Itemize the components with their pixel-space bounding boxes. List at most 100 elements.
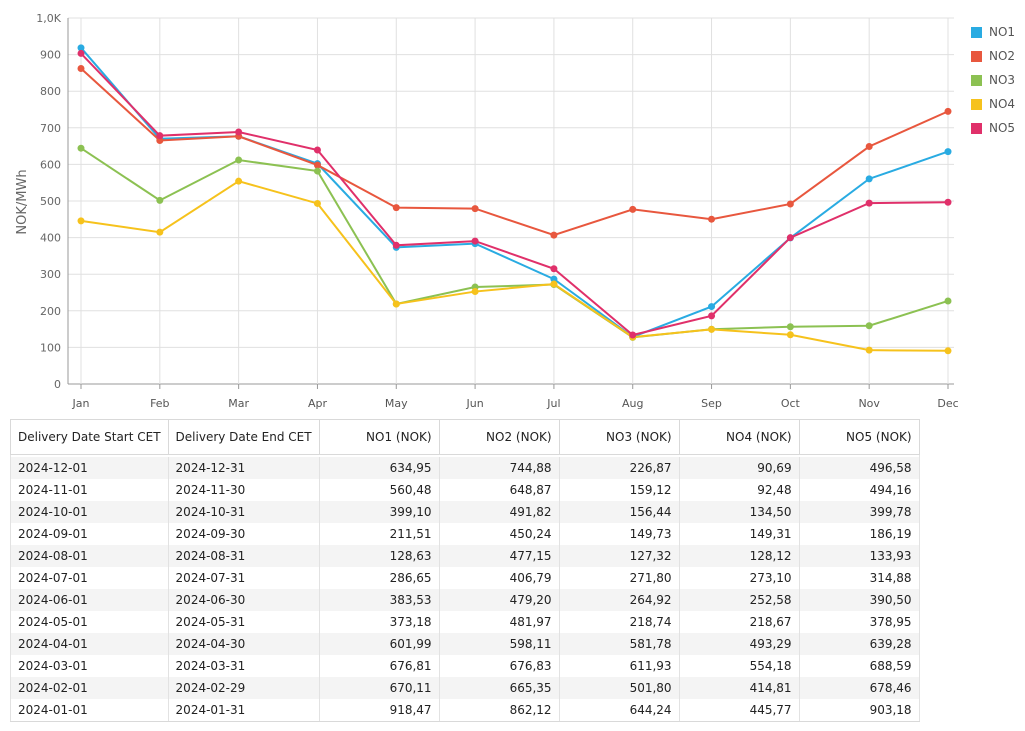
data-point[interactable]: [629, 205, 637, 213]
table-row[interactable]: 2024-11-01 2024-11-30 560,48 648,87 159,12 92…: [10, 479, 920, 501]
table-cell: 383,53: [318, 589, 440, 611]
data-point[interactable]: [235, 156, 243, 164]
table-cell: 494,16: [798, 479, 920, 501]
series-line-no4[interactable]: [80, 180, 949, 352]
data-point[interactable]: [708, 325, 716, 333]
data-point[interactable]: [708, 312, 716, 320]
table-cell: 688,59: [798, 655, 920, 677]
data-point[interactable]: [550, 280, 558, 288]
table-cell: 399,78: [798, 501, 920, 523]
table-row[interactable]: 2024-08-01 2024-08-31 128,63 477,15 127,32 12…: [10, 545, 920, 567]
x-tick-label: Mar: [228, 397, 249, 410]
data-point[interactable]: [313, 146, 321, 154]
data-point[interactable]: [77, 144, 85, 152]
data-point[interactable]: [471, 205, 479, 213]
table-cell: 2024-09-30: [167, 523, 320, 545]
chart-legend[interactable]: NO1 NO2 NO3 NO4 NO5: [971, 20, 1015, 140]
data-point[interactable]: [77, 64, 85, 72]
table-cell: 2024-11-01: [10, 479, 169, 501]
legend-label: NO3: [989, 73, 1016, 87]
data-point[interactable]: [156, 228, 164, 236]
table-row[interactable]: 2024-07-01 2024-07-31 286,65 406,79 271,80 27…: [10, 567, 920, 589]
data-point[interactable]: [313, 167, 321, 175]
table-row[interactable]: 2024-10-01 2024-10-31 399,10 491,82 156,44 13…: [10, 501, 920, 523]
column-header-end-date[interactable]: Delivery Date End CET: [167, 419, 320, 455]
data-point[interactable]: [708, 215, 716, 223]
data-point[interactable]: [944, 107, 952, 115]
y-tick-label: 900: [40, 49, 61, 62]
table-row[interactable]: 2024-04-01 2024-04-30 601,99 598,11 581,78 49…: [10, 633, 920, 655]
data-point[interactable]: [471, 288, 479, 296]
series-line-no5[interactable]: [80, 52, 949, 337]
data-point[interactable]: [392, 241, 400, 249]
data-point[interactable]: [865, 175, 873, 183]
data-point[interactable]: [77, 49, 85, 57]
table-row[interactable]: 2024-05-01 2024-05-31 373,18 481,97 218,74 21…: [10, 611, 920, 633]
data-point[interactable]: [786, 200, 794, 208]
data-point[interactable]: [471, 237, 479, 245]
table-row[interactable]: 2024-02-01 2024-02-29 670,11 665,35 501,80 41…: [10, 677, 920, 699]
series-line-no2[interactable]: [80, 67, 949, 237]
table-row[interactable]: 2024-03-01 2024-03-31 676,81 676,83 611,93 55…: [10, 655, 920, 677]
legend-item-no2[interactable]: NO2: [971, 44, 1015, 68]
data-point[interactable]: [865, 346, 873, 354]
data-point[interactable]: [156, 196, 164, 204]
data-point[interactable]: [392, 204, 400, 212]
table-cell: 479,20: [438, 589, 560, 611]
legend-item-no3[interactable]: NO3: [971, 68, 1015, 92]
table-row[interactable]: 2024-06-01 2024-06-30 383,53 479,20 264,92 25…: [10, 589, 920, 611]
data-point[interactable]: [865, 322, 873, 330]
table-cell: 477,15: [438, 545, 560, 567]
table-row[interactable]: 2024-12-01 2024-12-31 634,95 744,88 226,87 90…: [10, 457, 920, 479]
column-header-start-date[interactable]: Delivery Date Start CET: [10, 419, 169, 455]
data-point[interactable]: [313, 199, 321, 207]
legend-swatch: [971, 122, 982, 134]
data-point[interactable]: [235, 177, 243, 185]
column-header-no2[interactable]: NO2 (NOK): [438, 419, 560, 455]
data-point[interactable]: [629, 331, 637, 339]
data-point[interactable]: [156, 132, 164, 140]
legend-item-no4[interactable]: NO4: [971, 92, 1015, 116]
data-point[interactable]: [156, 136, 164, 144]
y-tick-label: 200: [40, 305, 61, 318]
series-line-no3[interactable]: [80, 147, 949, 339]
column-header-no5[interactable]: NO5 (NOK): [798, 419, 920, 455]
data-point[interactable]: [944, 198, 952, 206]
column-header-no3[interactable]: NO3 (NOK): [558, 419, 680, 455]
data-point[interactable]: [865, 199, 873, 207]
data-point[interactable]: [77, 44, 85, 52]
legend-label: NO1: [989, 25, 1016, 39]
data-point[interactable]: [786, 234, 794, 242]
data-point[interactable]: [944, 347, 952, 355]
table-row[interactable]: 2024-09-01 2024-09-30 211,51 450,24 149,73 14…: [10, 523, 920, 545]
table-cell: 92,48: [678, 479, 800, 501]
x-tick-label: Jan: [72, 397, 90, 410]
table-cell: 918,47: [318, 699, 440, 722]
data-point[interactable]: [77, 217, 85, 225]
data-point[interactable]: [550, 275, 558, 283]
table-cell: 2024-10-31: [167, 501, 320, 523]
data-point[interactable]: [786, 331, 794, 339]
data-point[interactable]: [708, 303, 716, 311]
table-cell: 598,11: [438, 633, 560, 655]
table-row[interactable]: 2024-01-01 2024-01-31 918,47 862,12 644,24 44…: [10, 699, 920, 722]
legend-label: NO4: [989, 97, 1016, 111]
data-point[interactable]: [550, 231, 558, 239]
series-no1: [77, 44, 952, 341]
column-header-no4[interactable]: NO4 (NOK): [678, 419, 800, 455]
data-point[interactable]: [392, 300, 400, 308]
data-point[interactable]: [786, 323, 794, 331]
data-point[interactable]: [865, 143, 873, 151]
column-header-no1[interactable]: NO1 (NOK): [318, 419, 440, 455]
legend-item-no5[interactable]: NO5: [971, 116, 1015, 140]
data-point[interactable]: [550, 265, 558, 273]
table-cell: 493,29: [678, 633, 800, 655]
data-point[interactable]: [235, 128, 243, 136]
data-point[interactable]: [944, 148, 952, 156]
legend-item-no1[interactable]: NO1: [971, 20, 1015, 44]
table-cell: 445,77: [678, 699, 800, 722]
data-point[interactable]: [944, 297, 952, 305]
data-point[interactable]: [313, 161, 321, 169]
table-cell: 2024-11-30: [167, 479, 320, 501]
table-cell: 2024-05-01: [10, 611, 169, 633]
